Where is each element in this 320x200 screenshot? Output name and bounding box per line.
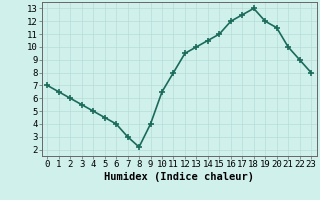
X-axis label: Humidex (Indice chaleur): Humidex (Indice chaleur) [104,172,254,182]
